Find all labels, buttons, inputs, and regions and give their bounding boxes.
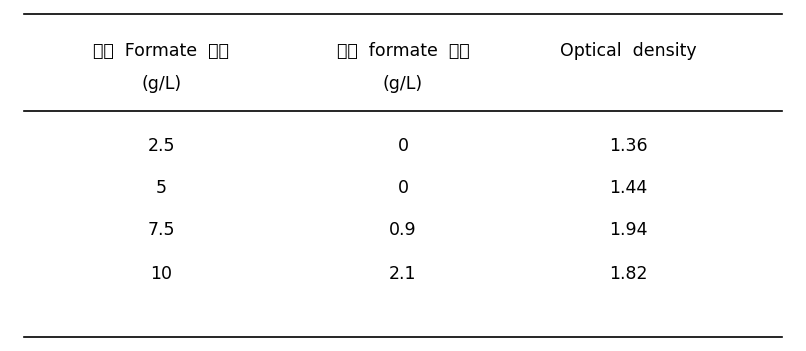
Text: 0: 0 — [397, 179, 409, 197]
Text: Optical  density: Optical density — [560, 42, 697, 60]
Text: 2.1: 2.1 — [389, 265, 417, 283]
Text: 잔류  formate  농도: 잔류 formate 농도 — [337, 42, 469, 60]
Text: 1.44: 1.44 — [609, 179, 648, 197]
Text: 0: 0 — [397, 137, 409, 155]
Text: 0.9: 0.9 — [389, 221, 417, 239]
Text: 1.82: 1.82 — [609, 265, 648, 283]
Text: 1.94: 1.94 — [609, 221, 648, 239]
Text: 10: 10 — [150, 265, 172, 283]
Text: 7.5: 7.5 — [147, 221, 175, 239]
Text: (g/L): (g/L) — [141, 75, 181, 93]
Text: 1.36: 1.36 — [609, 137, 648, 155]
Text: 초기  Formate  농도: 초기 Formate 농도 — [93, 42, 229, 60]
Text: 5: 5 — [156, 179, 167, 197]
Text: 2.5: 2.5 — [147, 137, 175, 155]
Text: (g/L): (g/L) — [383, 75, 423, 93]
